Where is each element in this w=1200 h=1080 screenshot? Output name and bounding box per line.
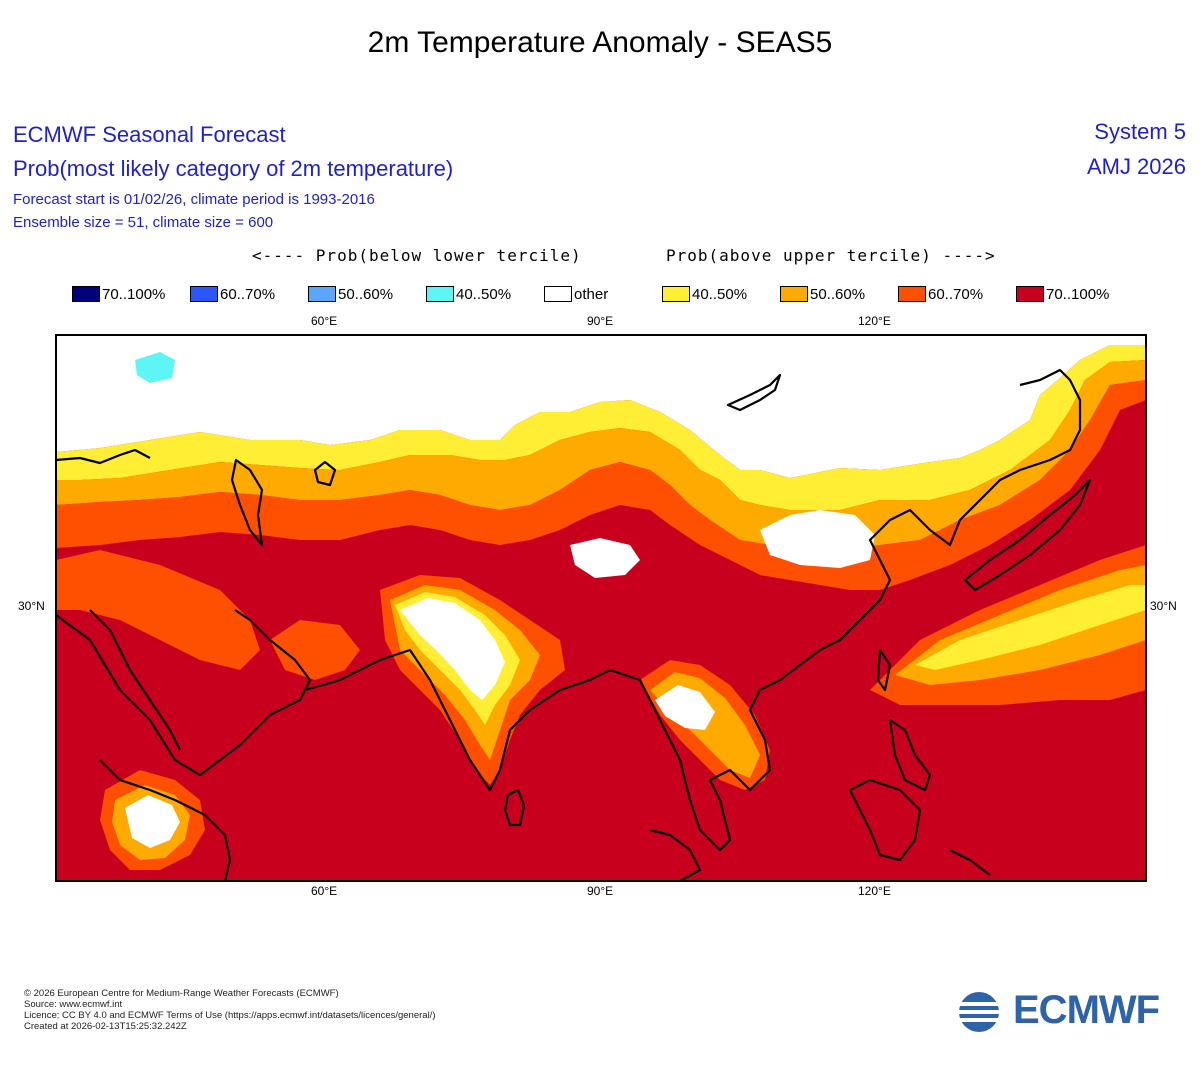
header-period: AMJ 2026 — [1086, 154, 1186, 179]
legend-label: 70..100% — [102, 285, 166, 303]
top-tick-label: 90°E — [587, 314, 614, 328]
header-forecast-start: Forecast start is 01/02/26, climate peri… — [13, 191, 375, 208]
legend-label: 70..100% — [1046, 285, 1110, 303]
bottom-tick-label: 90°E — [587, 884, 614, 898]
footer-licence: Licence: CC BY 4.0 and ECMWF Terms of Us… — [24, 1010, 436, 1021]
map-frame — [55, 334, 1147, 882]
legend-swatch — [898, 286, 926, 302]
legend-swatch — [72, 286, 100, 302]
legend-item: other — [544, 284, 608, 304]
header-forecast-name: ECMWF Seasonal Forecast — [13, 122, 286, 147]
coast-japan — [963, 478, 1092, 592]
legend: 70..100% 60..70% 50..60% 40..50% other 4… — [72, 284, 1172, 304]
legend-item: 60..70% — [190, 284, 275, 304]
legend-label: 40..50% — [692, 285, 748, 303]
fill-other-mongolia — [760, 510, 875, 568]
tercile-above-label: Prob(above upper tercile) ----> — [666, 246, 996, 265]
legend-item: 70..100% — [1016, 284, 1109, 304]
chart-title: 2m Temperature Anomaly - SEAS5 — [367, 26, 833, 59]
fill-60-70-north — [56, 380, 1146, 590]
tercile-below-label: <---- Prob(below lower tercile) — [252, 246, 582, 265]
coast-india — [304, 648, 611, 792]
coast-taiwan — [876, 648, 892, 692]
footer: © 2026 European Centre for Medium-Range … — [24, 988, 436, 1032]
fill-60-70-westasia — [56, 550, 260, 670]
legend-label: 50..60% — [810, 285, 866, 303]
coast-sulawesi — [949, 849, 991, 876]
legend-swatch — [190, 286, 218, 302]
legend-swatch — [1016, 286, 1044, 302]
coast-borneo — [848, 778, 922, 862]
fill-cyan-patch — [135, 352, 175, 383]
map-fill — [56, 335, 1146, 881]
fill-yellow-north — [56, 345, 1146, 510]
legend-label: 60..70% — [928, 285, 984, 303]
legend-item: 40..50% — [662, 284, 747, 304]
fill-40-50-pacific — [915, 585, 1146, 670]
bottom-tick-label: 60°E — [311, 884, 338, 898]
header-ensemble-size: Ensemble size = 51, climate size = 600 — [13, 214, 274, 231]
legend-item: 40..50% — [426, 284, 511, 304]
coast-africa-horn — [99, 759, 232, 881]
legend-swatch — [308, 286, 336, 302]
coast-aral — [313, 460, 337, 487]
fill-other-indochina — [655, 685, 715, 730]
legend-swatch — [544, 286, 572, 302]
legend-item: 50..60% — [308, 284, 393, 304]
coast-arabia — [56, 609, 312, 777]
fill-other-africa — [125, 795, 180, 848]
logo-text: ECMWF — [1013, 988, 1160, 1032]
fill-other-india — [400, 598, 505, 700]
legend-swatch — [426, 286, 454, 302]
coastlines — [56, 368, 1092, 881]
legend-item: 70..100% — [72, 284, 165, 304]
ecmwf-logo: ECMWF — [955, 988, 1181, 1034]
coast-black-sea — [56, 448, 151, 465]
ecmwf-emblem-icon — [957, 992, 1011, 1032]
coast-sri-lanka — [503, 788, 526, 827]
fill-orange-north — [56, 360, 1146, 550]
coast-red-sea — [89, 609, 181, 751]
coast-baikal — [726, 373, 782, 412]
top-tick-label: 60°E — [311, 314, 338, 328]
footer-source: Source: www.ecmwf.int — [24, 999, 123, 1010]
coast-east-asia — [609, 368, 1082, 852]
left-lat-label: 30°N — [18, 599, 45, 613]
header-product-name: Prob(most likely category of 2m temperat… — [13, 156, 454, 181]
coast-philippines — [888, 718, 932, 792]
legend-label: 50..60% — [338, 285, 394, 303]
bottom-tick-label: 120°E — [858, 884, 891, 898]
fill-other-tarim — [570, 538, 640, 578]
right-lat-label: 30°N — [1150, 599, 1177, 613]
legend-swatch — [662, 286, 690, 302]
legend-item: 50..60% — [780, 284, 865, 304]
header-system: System 5 — [1094, 119, 1186, 144]
top-tick-label: 120°E — [858, 314, 891, 328]
fill-60-70-persian — [270, 620, 360, 680]
footer-created: Created at 2026-02-13T15:25:32.242Z — [24, 1021, 187, 1032]
coast-caspian — [230, 458, 264, 547]
footer-copyright: © 2026 European Centre for Medium-Range … — [24, 988, 339, 999]
legend-item: 60..70% — [898, 284, 983, 304]
fill-other-north — [56, 335, 1146, 478]
legend-label: 40..50% — [456, 285, 512, 303]
coast-sumatra — [649, 828, 702, 881]
legend-label: 60..70% — [220, 285, 276, 303]
legend-label: other — [574, 285, 609, 303]
legend-swatch — [780, 286, 808, 302]
